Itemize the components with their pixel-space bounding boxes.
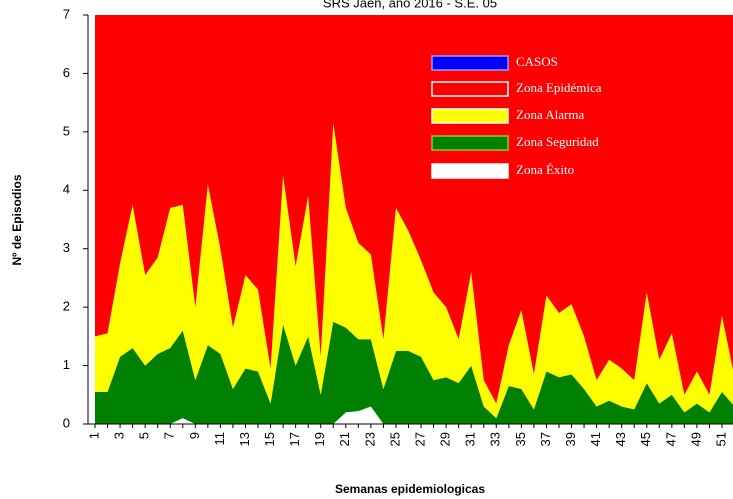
x-tick-label: 21: [337, 432, 352, 446]
x-tick-label: 51: [713, 432, 728, 446]
x-tick-label: 15: [262, 432, 277, 446]
x-tick-label: 37: [538, 432, 553, 446]
legend-swatch: [431, 108, 509, 124]
y-tick-label: 6: [63, 65, 70, 80]
y-tick-label: 3: [63, 240, 70, 255]
area: [95, 15, 733, 404]
x-tick-label: 47: [663, 432, 678, 446]
x-axis-label: Semanas epidemiologicas: [335, 482, 485, 496]
x-tick-label: 41: [588, 432, 603, 446]
x-tick-label: 31: [463, 432, 478, 446]
legend-label: Zona Alarma: [516, 107, 584, 122]
y-tick-label: 7: [63, 6, 70, 21]
area: [95, 123, 733, 419]
legend-label: CASOS: [516, 54, 558, 69]
x-tick-label: 7: [162, 432, 177, 439]
x-tick-label: 19: [312, 432, 327, 446]
x-tick-label: 25: [387, 432, 402, 446]
legend-swatch: [431, 55, 509, 71]
x-tick-label: 33: [488, 432, 503, 446]
x-tick-label: 43: [613, 432, 628, 446]
chart-title: SRS Jaén, año 2016 - S.E. 05: [323, 0, 497, 10]
x-tick-label: 1: [86, 432, 101, 439]
x-tick-label: 39: [563, 432, 578, 446]
area: [95, 321, 733, 424]
x-tick-label: 45: [638, 432, 653, 446]
legend-label: Zona Seguridad: [516, 134, 599, 149]
x-tick-label: 49: [688, 432, 703, 446]
x-tick-label: 3: [112, 432, 127, 439]
y-tick-label: 1: [63, 357, 70, 372]
y-tick-label: 5: [63, 123, 70, 138]
x-tick-label: 29: [438, 432, 453, 446]
x-tick-label: 35: [513, 432, 528, 446]
x-tick-label: 5: [137, 432, 152, 439]
y-axis-label: Nº de Episodios: [10, 174, 24, 265]
legend-label: Zona Éxito: [516, 162, 574, 177]
y-tick-label: 0: [63, 415, 70, 430]
x-tick-label: 27: [412, 432, 427, 446]
legend-swatch: [431, 163, 509, 179]
x-tick-label: 11: [212, 432, 227, 446]
legend-swatch: [431, 81, 509, 97]
legend-swatch: [431, 135, 509, 151]
legend-label: Zona Epidémica: [516, 80, 602, 95]
x-tick-label: 13: [237, 432, 252, 446]
x-tick-label: 17: [287, 432, 302, 446]
y-tick-label: 2: [63, 299, 70, 314]
x-tick-label: 23: [362, 432, 377, 446]
y-tick-label: 4: [63, 182, 70, 197]
x-tick-label: 9: [187, 432, 202, 439]
